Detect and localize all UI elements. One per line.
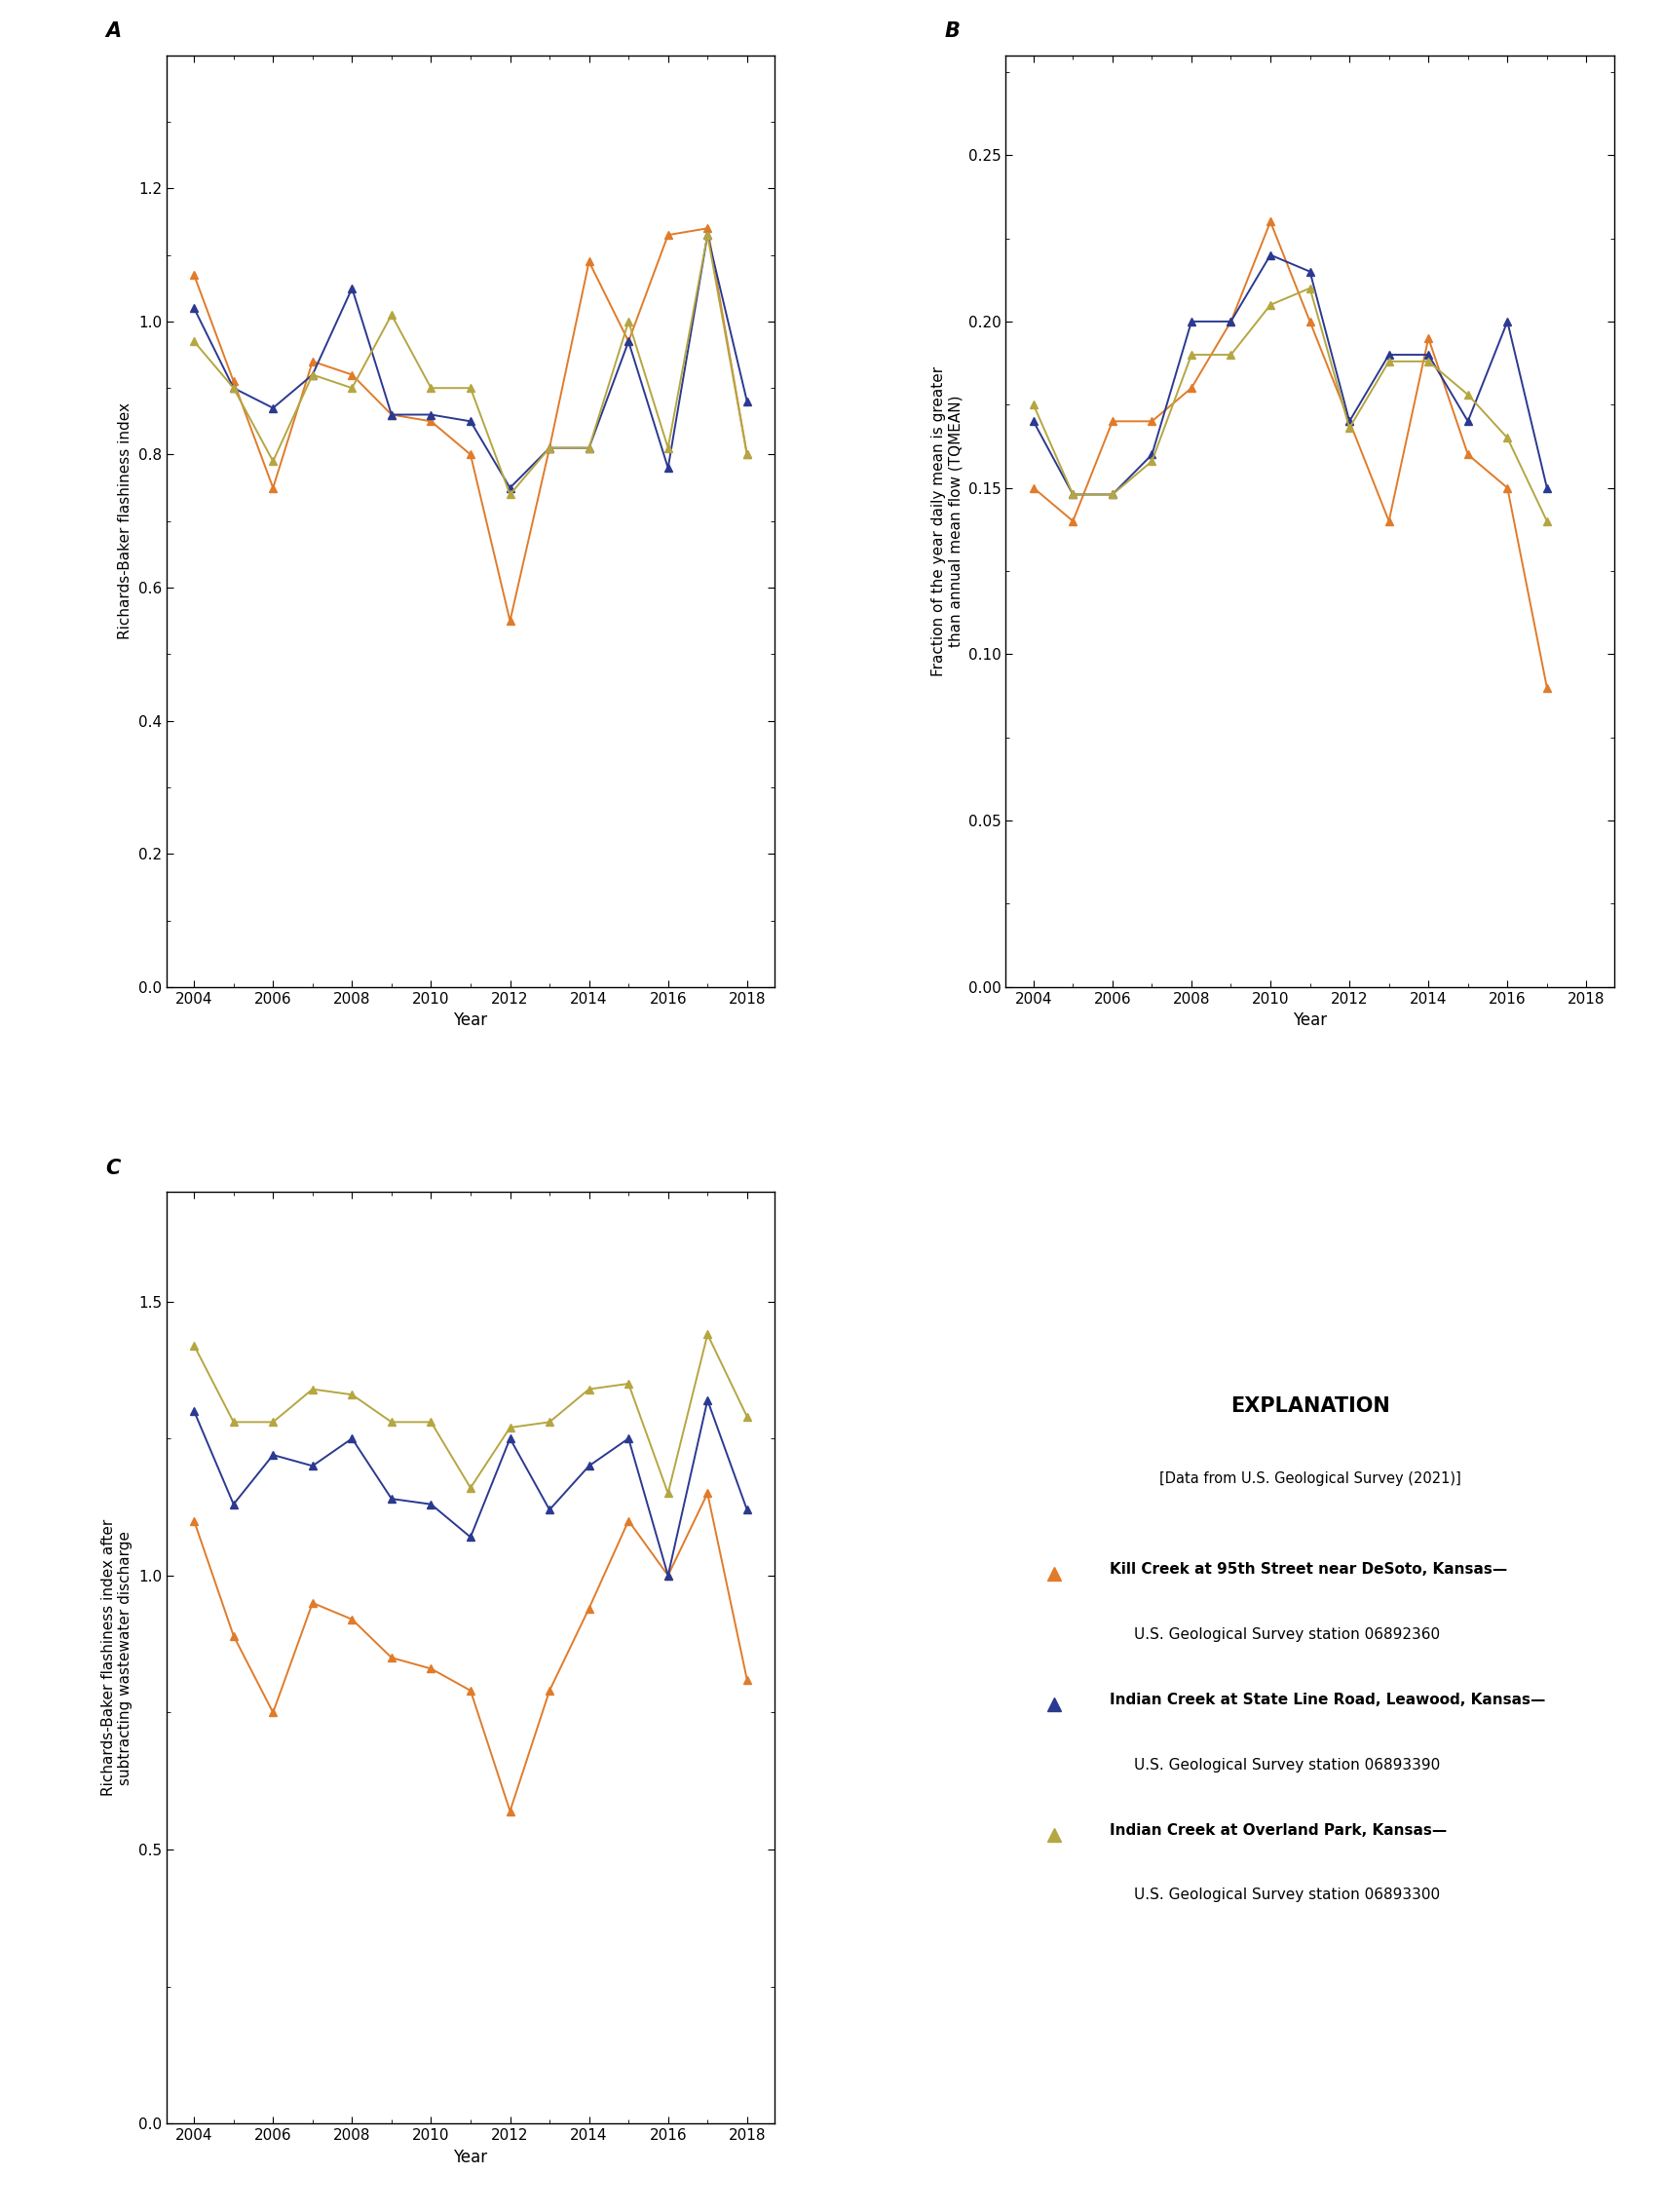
Y-axis label: Richards-Baker flashiness index: Richards-Baker flashiness index xyxy=(118,403,133,639)
Text: Kill Creek at 95th Street near DeSoto, Kansas—: Kill Creek at 95th Street near DeSoto, K… xyxy=(1109,1562,1507,1577)
Y-axis label: Richards-Baker flashiness index after
subtracting wastewater discharge: Richards-Baker flashiness index after su… xyxy=(101,1520,133,1796)
Text: U.S. Geological Survey station 06893390: U.S. Geological Survey station 06893390 xyxy=(1133,1759,1438,1772)
X-axis label: Year: Year xyxy=(1292,1011,1327,1029)
Text: EXPLANATION: EXPLANATION xyxy=(1229,1396,1389,1416)
Text: B: B xyxy=(945,22,960,42)
X-axis label: Year: Year xyxy=(452,2148,487,2166)
Text: Indian Creek at State Line Road, Leawood, Kansas—: Indian Creek at State Line Road, Leawood… xyxy=(1109,1692,1545,1708)
Text: A: A xyxy=(105,22,121,42)
X-axis label: Year: Year xyxy=(452,1011,487,1029)
Text: C: C xyxy=(105,1159,120,1179)
Text: U.S. Geological Survey station 06892360: U.S. Geological Survey station 06892360 xyxy=(1133,1628,1438,1641)
Y-axis label: Fraction of the year daily mean is greater
than annual mean flow (TQMEAN): Fraction of the year daily mean is great… xyxy=(931,367,963,677)
Text: [Data from U.S. Geological Survey (2021)]: [Data from U.S. Geological Survey (2021)… xyxy=(1159,1471,1460,1486)
Text: Indian Creek at Overland Park, Kansas—: Indian Creek at Overland Park, Kansas— xyxy=(1109,1823,1445,1838)
Text: U.S. Geological Survey station 06893300: U.S. Geological Survey station 06893300 xyxy=(1133,1889,1438,1902)
